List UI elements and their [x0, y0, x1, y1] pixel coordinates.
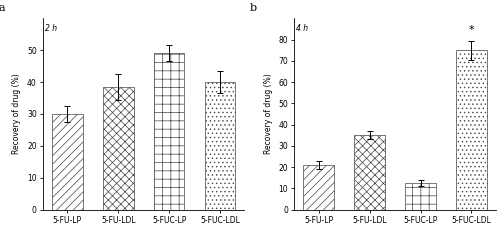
Text: 2 h: 2 h — [45, 24, 57, 33]
Bar — [103, 87, 134, 210]
Bar — [52, 114, 82, 210]
Bar — [154, 53, 184, 210]
Bar — [304, 165, 334, 210]
Text: *: * — [468, 25, 474, 35]
Bar — [405, 183, 436, 210]
Bar — [204, 82, 236, 210]
Bar — [456, 50, 486, 210]
Bar — [354, 135, 385, 210]
Text: 4 h: 4 h — [296, 24, 308, 33]
Y-axis label: Recovery of drug (%): Recovery of drug (%) — [12, 74, 22, 154]
Text: a: a — [0, 3, 5, 13]
Y-axis label: Recovery of drug (%): Recovery of drug (%) — [264, 74, 272, 154]
Text: b: b — [250, 3, 257, 13]
